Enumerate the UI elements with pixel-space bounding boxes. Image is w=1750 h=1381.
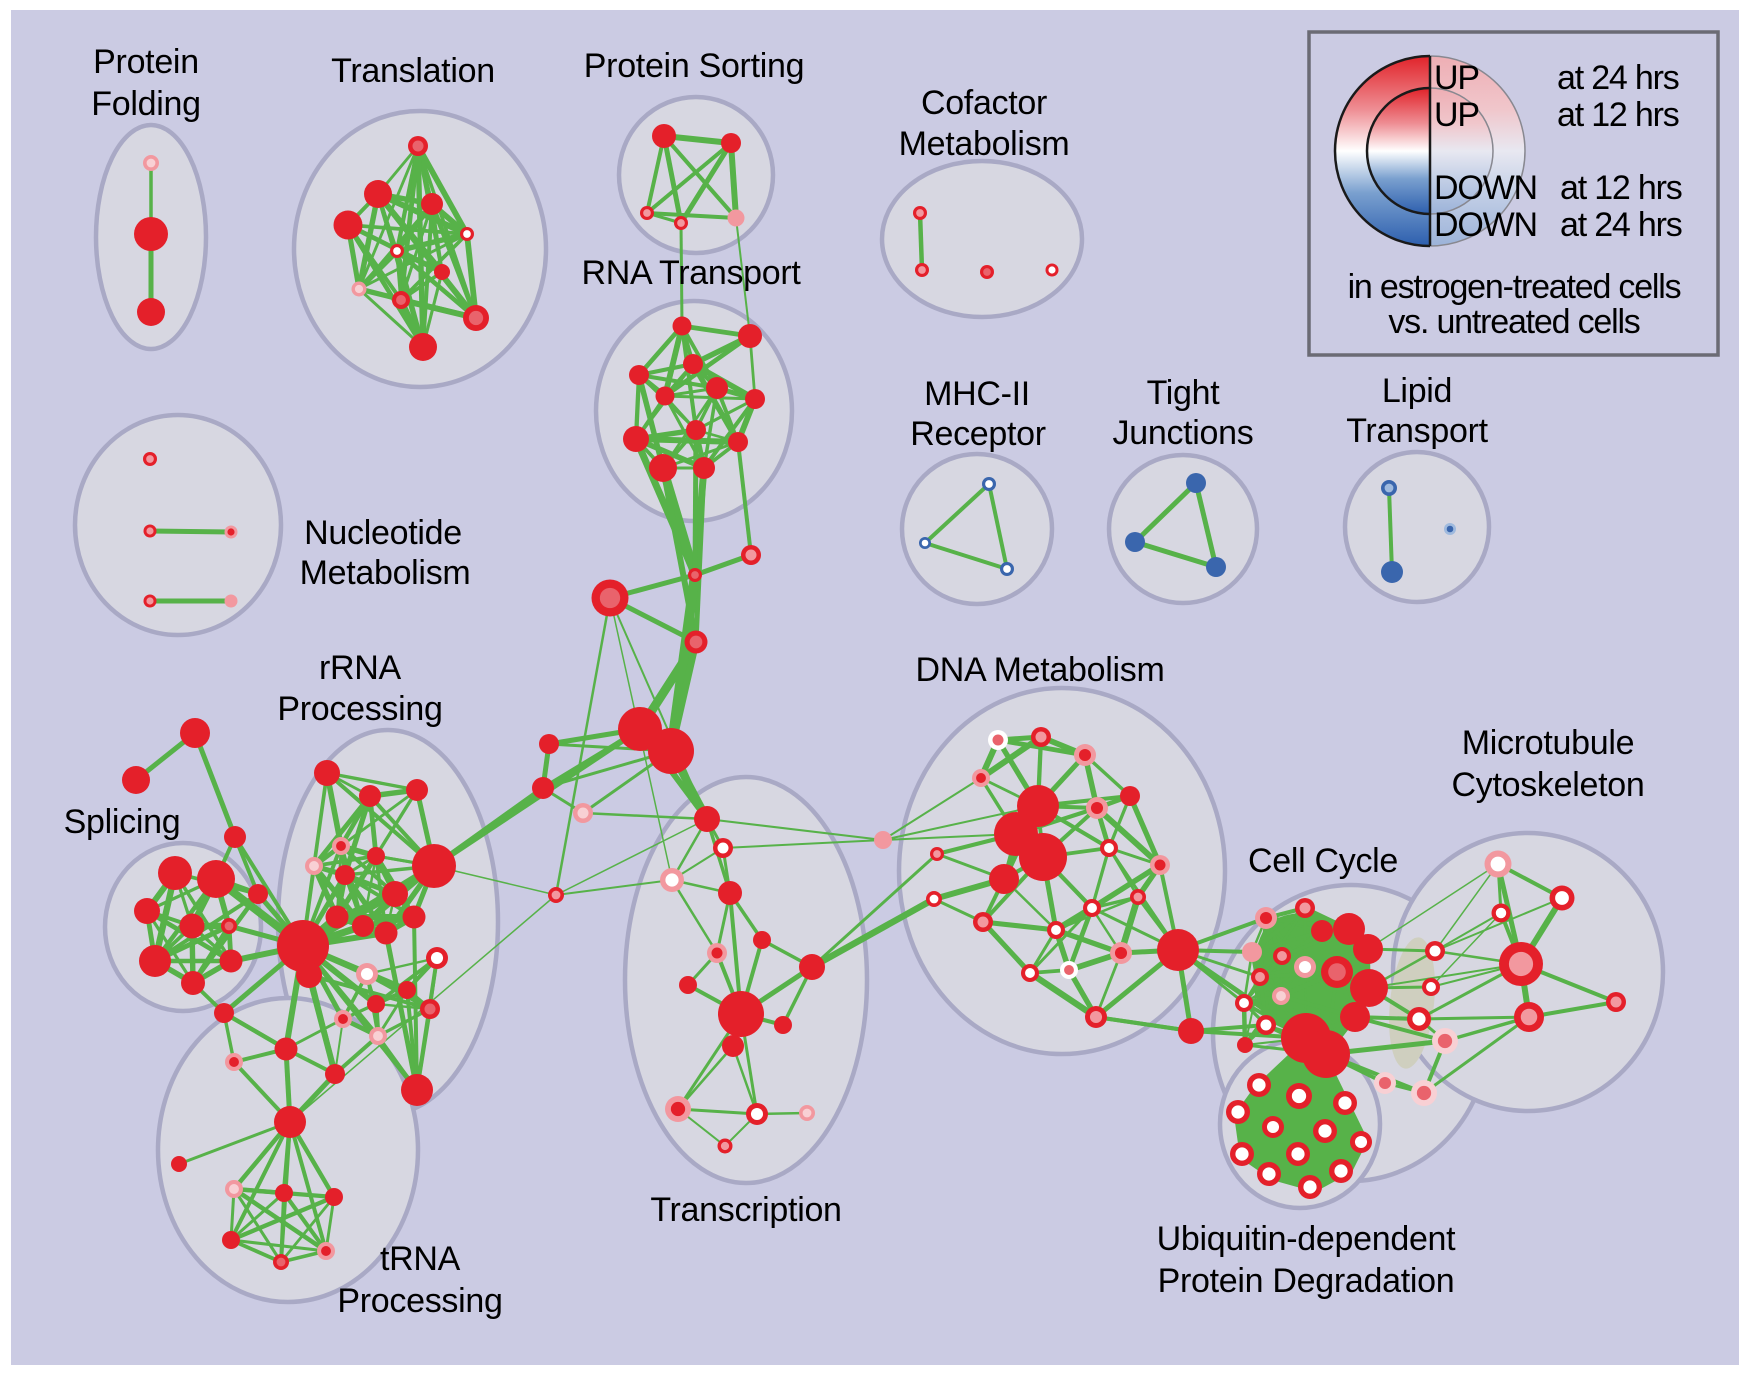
svg-text:Junctions: Junctions (1113, 414, 1254, 452)
svg-text:at 24 hrs: at 24 hrs (1557, 59, 1679, 97)
svg-text:tRNA: tRNA (380, 1240, 461, 1278)
svg-text:Protein Sorting: Protein Sorting (584, 47, 804, 85)
svg-text:DNA Metabolism: DNA Metabolism (916, 651, 1165, 689)
svg-text:MHC-II: MHC-II (924, 375, 1030, 413)
svg-text:Metabolism: Metabolism (300, 554, 471, 592)
svg-text:DOWN: DOWN (1434, 206, 1537, 244)
svg-text:in estrogen-treated cells: in estrogen-treated cells (1348, 268, 1681, 306)
svg-text:Receptor: Receptor (910, 415, 1046, 453)
svg-text:Processing: Processing (277, 690, 442, 728)
svg-text:UP: UP (1434, 96, 1479, 134)
svg-text:at 24 hrs: at 24 hrs (1560, 206, 1682, 244)
svg-text:Transcription: Transcription (650, 1191, 841, 1229)
svg-text:rRNA: rRNA (319, 649, 402, 687)
svg-text:vs. untreated cells: vs. untreated cells (1388, 303, 1639, 341)
svg-text:RNA Transport: RNA Transport (581, 254, 801, 292)
svg-text:Metabolism: Metabolism (899, 125, 1070, 163)
svg-text:Lipid: Lipid (1382, 372, 1452, 410)
svg-text:UP: UP (1434, 59, 1479, 97)
svg-text:Cytoskeleton: Cytoskeleton (1452, 766, 1645, 804)
svg-text:Cofactor: Cofactor (921, 84, 1047, 122)
svg-text:Microtubule: Microtubule (1462, 724, 1634, 762)
svg-text:Translation: Translation (331, 52, 495, 90)
svg-text:Processing: Processing (337, 1282, 502, 1320)
svg-text:Protein Degradation: Protein Degradation (1158, 1262, 1455, 1300)
svg-text:DOWN: DOWN (1434, 169, 1537, 207)
svg-text:at 12 hrs: at 12 hrs (1557, 96, 1679, 134)
svg-text:Protein: Protein (93, 43, 199, 81)
svg-text:Nucleotide: Nucleotide (304, 514, 462, 552)
svg-text:Folding: Folding (91, 85, 200, 123)
svg-text:Cell Cycle: Cell Cycle (1248, 842, 1398, 880)
svg-text:Transport: Transport (1346, 412, 1488, 450)
svg-text:Splicing: Splicing (64, 803, 181, 841)
svg-text:at 12 hrs: at 12 hrs (1560, 169, 1682, 207)
svg-text:Tight: Tight (1147, 374, 1221, 412)
svg-text:Ubiquitin-dependent: Ubiquitin-dependent (1157, 1220, 1456, 1258)
